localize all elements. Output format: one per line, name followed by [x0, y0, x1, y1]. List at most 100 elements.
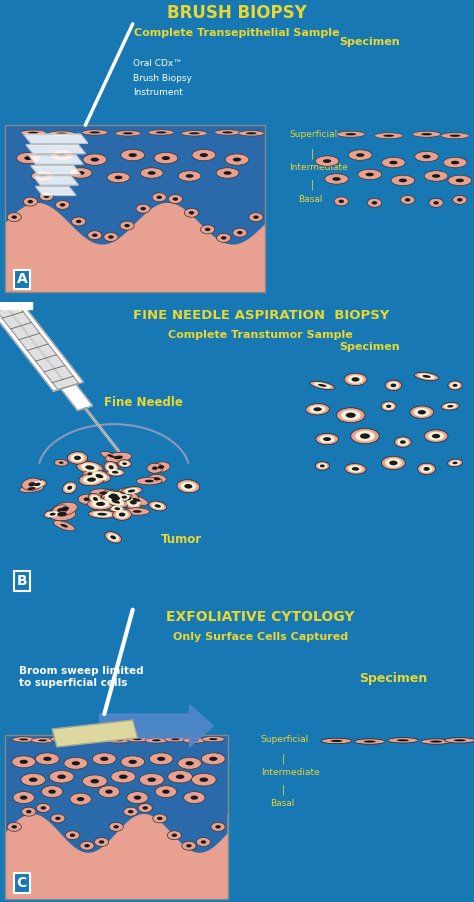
Ellipse shape [116, 511, 128, 519]
Ellipse shape [101, 491, 125, 502]
Ellipse shape [306, 403, 329, 415]
Text: Complete Transepithelial Sample: Complete Transepithelial Sample [134, 28, 340, 38]
Ellipse shape [74, 456, 81, 460]
Ellipse shape [44, 510, 61, 519]
Ellipse shape [421, 133, 432, 135]
Text: Specimen: Specimen [339, 37, 400, 47]
Ellipse shape [60, 524, 68, 528]
Ellipse shape [224, 171, 231, 175]
Ellipse shape [119, 775, 128, 779]
Ellipse shape [64, 483, 75, 492]
Ellipse shape [59, 462, 64, 464]
Ellipse shape [249, 213, 263, 222]
Ellipse shape [91, 495, 100, 503]
Ellipse shape [182, 842, 196, 851]
Ellipse shape [186, 844, 191, 848]
Text: EXFOLIATIVE CYTOLOGY: EXFOLIATIVE CYTOLOGY [166, 610, 355, 624]
Ellipse shape [96, 474, 103, 478]
Ellipse shape [67, 452, 88, 465]
Ellipse shape [168, 770, 192, 783]
Ellipse shape [7, 823, 21, 832]
Ellipse shape [190, 740, 199, 741]
Ellipse shape [115, 176, 122, 179]
Ellipse shape [29, 480, 46, 489]
Ellipse shape [351, 428, 379, 444]
Ellipse shape [184, 208, 199, 217]
Ellipse shape [49, 770, 74, 783]
Ellipse shape [35, 483, 41, 486]
Ellipse shape [133, 511, 142, 513]
Ellipse shape [84, 844, 90, 848]
Ellipse shape [155, 786, 176, 797]
Ellipse shape [382, 157, 405, 168]
Ellipse shape [180, 482, 196, 491]
Ellipse shape [125, 508, 150, 515]
Ellipse shape [318, 463, 327, 469]
Polygon shape [0, 296, 32, 309]
Ellipse shape [318, 384, 327, 387]
Ellipse shape [80, 842, 94, 851]
Text: Intermediate: Intermediate [289, 162, 348, 171]
Ellipse shape [168, 195, 182, 204]
Ellipse shape [444, 738, 474, 743]
Ellipse shape [192, 150, 216, 161]
Ellipse shape [154, 477, 160, 481]
Ellipse shape [365, 172, 374, 176]
Ellipse shape [189, 133, 200, 134]
Text: Only Surface Cells Captured: Only Surface Cells Captured [173, 631, 348, 641]
Ellipse shape [56, 133, 67, 134]
Ellipse shape [109, 495, 117, 499]
Ellipse shape [27, 200, 33, 203]
Ellipse shape [352, 377, 359, 382]
Text: Broom sweep limited
to superficial cells: Broom sweep limited to superficial cells [19, 667, 144, 688]
Ellipse shape [389, 461, 398, 465]
Ellipse shape [216, 168, 239, 179]
Ellipse shape [345, 464, 366, 474]
Ellipse shape [315, 156, 339, 166]
Ellipse shape [341, 410, 361, 420]
Ellipse shape [387, 738, 419, 743]
Ellipse shape [352, 467, 359, 471]
Ellipse shape [385, 458, 402, 467]
Ellipse shape [99, 786, 119, 797]
Ellipse shape [114, 740, 123, 741]
Text: Fine Needle: Fine Needle [104, 396, 183, 410]
Ellipse shape [105, 493, 121, 501]
Ellipse shape [382, 456, 405, 470]
Ellipse shape [55, 200, 70, 209]
Ellipse shape [109, 470, 122, 475]
Ellipse shape [237, 231, 243, 235]
Ellipse shape [356, 153, 365, 157]
Ellipse shape [22, 807, 36, 816]
Ellipse shape [397, 740, 409, 741]
Text: A: A [17, 272, 27, 286]
Ellipse shape [399, 179, 407, 182]
Ellipse shape [26, 810, 31, 814]
Ellipse shape [57, 153, 66, 157]
Ellipse shape [72, 761, 80, 766]
Text: Specimen: Specimen [359, 672, 428, 685]
Ellipse shape [454, 740, 465, 741]
Ellipse shape [162, 156, 170, 160]
Ellipse shape [19, 759, 28, 764]
Ellipse shape [451, 161, 459, 164]
Ellipse shape [200, 153, 208, 157]
Ellipse shape [113, 825, 119, 829]
Ellipse shape [313, 408, 322, 411]
Ellipse shape [109, 823, 123, 832]
Ellipse shape [423, 467, 430, 471]
Ellipse shape [152, 502, 164, 510]
Ellipse shape [88, 473, 93, 475]
Ellipse shape [100, 757, 109, 761]
Ellipse shape [447, 459, 463, 466]
Ellipse shape [112, 493, 118, 496]
Ellipse shape [13, 792, 35, 804]
Ellipse shape [200, 778, 208, 782]
Ellipse shape [134, 796, 141, 800]
Ellipse shape [85, 465, 94, 470]
Ellipse shape [415, 152, 438, 161]
Ellipse shape [127, 792, 148, 804]
Ellipse shape [99, 492, 109, 494]
Ellipse shape [157, 757, 165, 761]
Ellipse shape [7, 213, 21, 222]
